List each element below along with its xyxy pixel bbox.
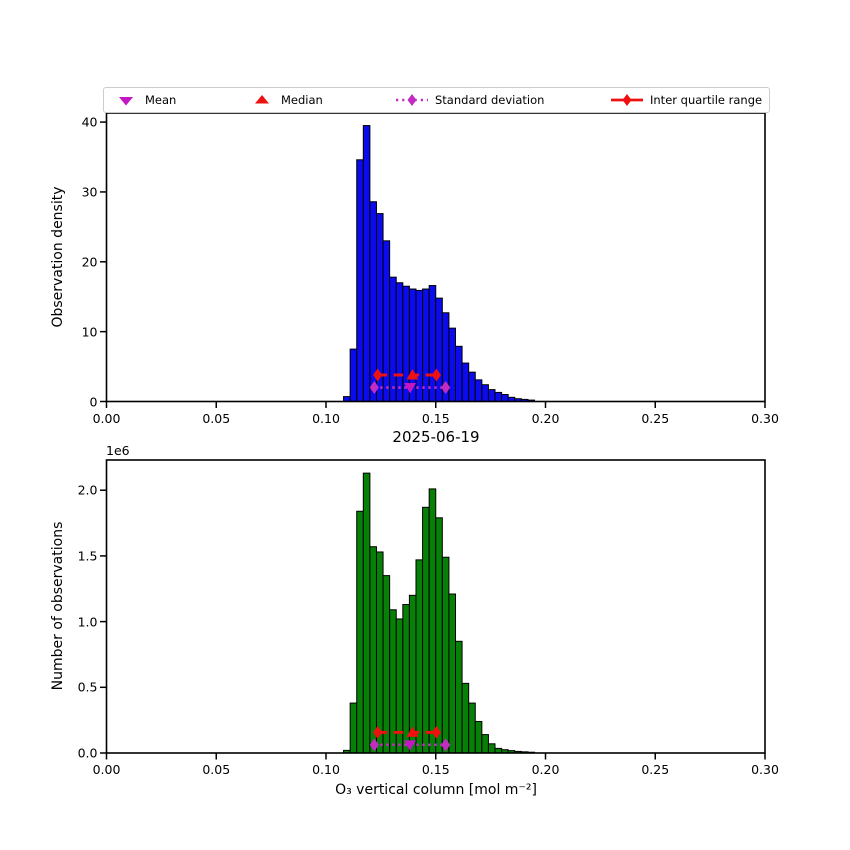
histogram-bar xyxy=(356,159,364,402)
y-tick-label: 10 xyxy=(81,324,98,340)
legend-label-inter-quartile-range: Inter quartile range xyxy=(650,93,763,107)
diamond-marker xyxy=(369,738,379,752)
mean-triangle-marker xyxy=(404,740,417,751)
histogram-bar xyxy=(362,125,371,402)
y-tick-label: 1.0 xyxy=(77,614,98,630)
y-tick-label: 2.0 xyxy=(77,482,98,498)
legend-label-standard-deviation: Standard deviation xyxy=(435,93,545,107)
y-tick-label: 0 xyxy=(89,394,98,409)
histogram-bar xyxy=(487,389,496,402)
histogram-bar xyxy=(389,276,397,402)
histogram-bar xyxy=(455,640,463,754)
legend-item-standard-deviation: Standard deviation xyxy=(395,88,544,112)
legend-label-median: Median xyxy=(281,93,323,107)
diamond-marker xyxy=(441,738,451,752)
histogram-bar xyxy=(362,472,371,754)
y-tick-label: 0.0 xyxy=(77,745,98,761)
legend-item-mean: Mean xyxy=(113,88,176,112)
triangle-up-icon xyxy=(249,93,275,107)
histogram-bar xyxy=(415,559,424,754)
histogram-bar xyxy=(369,546,377,754)
x-tick-label: 0.20 xyxy=(531,410,560,426)
histogram-bar xyxy=(349,702,358,754)
diamond-dashed-line-icon xyxy=(610,93,644,107)
x-tick-label: 0.25 xyxy=(641,762,670,777)
x-tick-label: 0.15 xyxy=(421,762,450,777)
x-tick-label: 0.00 xyxy=(92,410,121,426)
histogram-bar xyxy=(468,702,476,754)
histogram-bar xyxy=(422,288,430,402)
x-tick-label: 0.30 xyxy=(751,762,779,777)
histogram-bar xyxy=(349,348,358,402)
x-tick-label: 0.10 xyxy=(312,762,340,777)
bottom-y-axis-label: Number of observations xyxy=(50,521,66,691)
median-triangle-marker xyxy=(406,368,419,380)
histogram-bar xyxy=(382,240,391,402)
histogram-bar xyxy=(435,517,443,754)
legend-label-mean: Mean xyxy=(145,93,177,107)
diamond-marker xyxy=(372,725,383,739)
triangle-down-icon xyxy=(113,93,139,107)
histogram-bar xyxy=(468,371,476,403)
histogram-bar xyxy=(422,506,430,754)
diamond-marker xyxy=(431,368,442,382)
histogram-bar xyxy=(494,391,503,403)
histogram-bar xyxy=(375,551,384,754)
y-axis-offset-label: 1e6 xyxy=(106,443,130,458)
x-tick-label: 0.05 xyxy=(202,762,231,777)
x-tick-label: 0.10 xyxy=(312,410,340,426)
histogram-bar xyxy=(435,297,443,402)
histogram-bar xyxy=(487,743,496,754)
histogram-bar xyxy=(481,734,489,754)
histogram-bar xyxy=(461,682,470,754)
histogram-bar xyxy=(356,510,364,754)
diamond-marker xyxy=(372,368,383,382)
histogram-bar xyxy=(428,285,437,403)
mean-triangle-marker xyxy=(404,383,417,394)
y-tick-label: 20 xyxy=(81,254,98,270)
x-tick-label: 0.20 xyxy=(531,762,560,777)
y-tick-label: 30 xyxy=(81,184,98,200)
x-tick-label: 0.25 xyxy=(641,410,670,426)
histogram-bar xyxy=(395,282,404,402)
diamond-marker xyxy=(369,381,379,395)
legend-item-inter-quartile-range: Inter quartile range xyxy=(610,88,762,112)
diamond-marker xyxy=(441,381,451,395)
diamond-marker xyxy=(431,725,442,739)
histogram-bar xyxy=(474,379,483,403)
y-tick-label: 1.5 xyxy=(77,548,98,564)
histogram-bar xyxy=(415,289,424,402)
histogram-bar xyxy=(455,345,463,402)
y-tick-label: 40 xyxy=(81,114,98,130)
median-triangle-marker xyxy=(406,726,419,737)
x-tick-label: 0.30 xyxy=(751,410,779,426)
diamond-dotted-line-icon xyxy=(395,93,429,107)
histogram-bar xyxy=(428,488,437,754)
histogram-bar xyxy=(402,604,410,754)
x-axis-label: O₃ vertical column [mol m⁻²] xyxy=(335,782,537,798)
legend-box: Mean Median Standard deviation Inter qua… xyxy=(103,87,770,113)
histogram-bar xyxy=(382,575,391,754)
histogram-bar xyxy=(461,362,470,402)
histogram-bar xyxy=(448,327,457,402)
y-tick-label: 0.5 xyxy=(77,679,98,695)
legend-item-median: Median xyxy=(249,88,323,112)
plot-title: 2025-06-19 xyxy=(392,428,480,446)
histogram-bar xyxy=(481,384,489,403)
x-tick-label: 0.15 xyxy=(421,410,450,426)
histogram-bar xyxy=(501,394,509,403)
histogram-bar xyxy=(441,556,450,754)
x-tick-label: 0.00 xyxy=(92,762,121,777)
histogram-bar xyxy=(448,593,457,754)
x-tick-label: 0.05 xyxy=(202,410,231,426)
histogram-bar xyxy=(474,720,483,754)
